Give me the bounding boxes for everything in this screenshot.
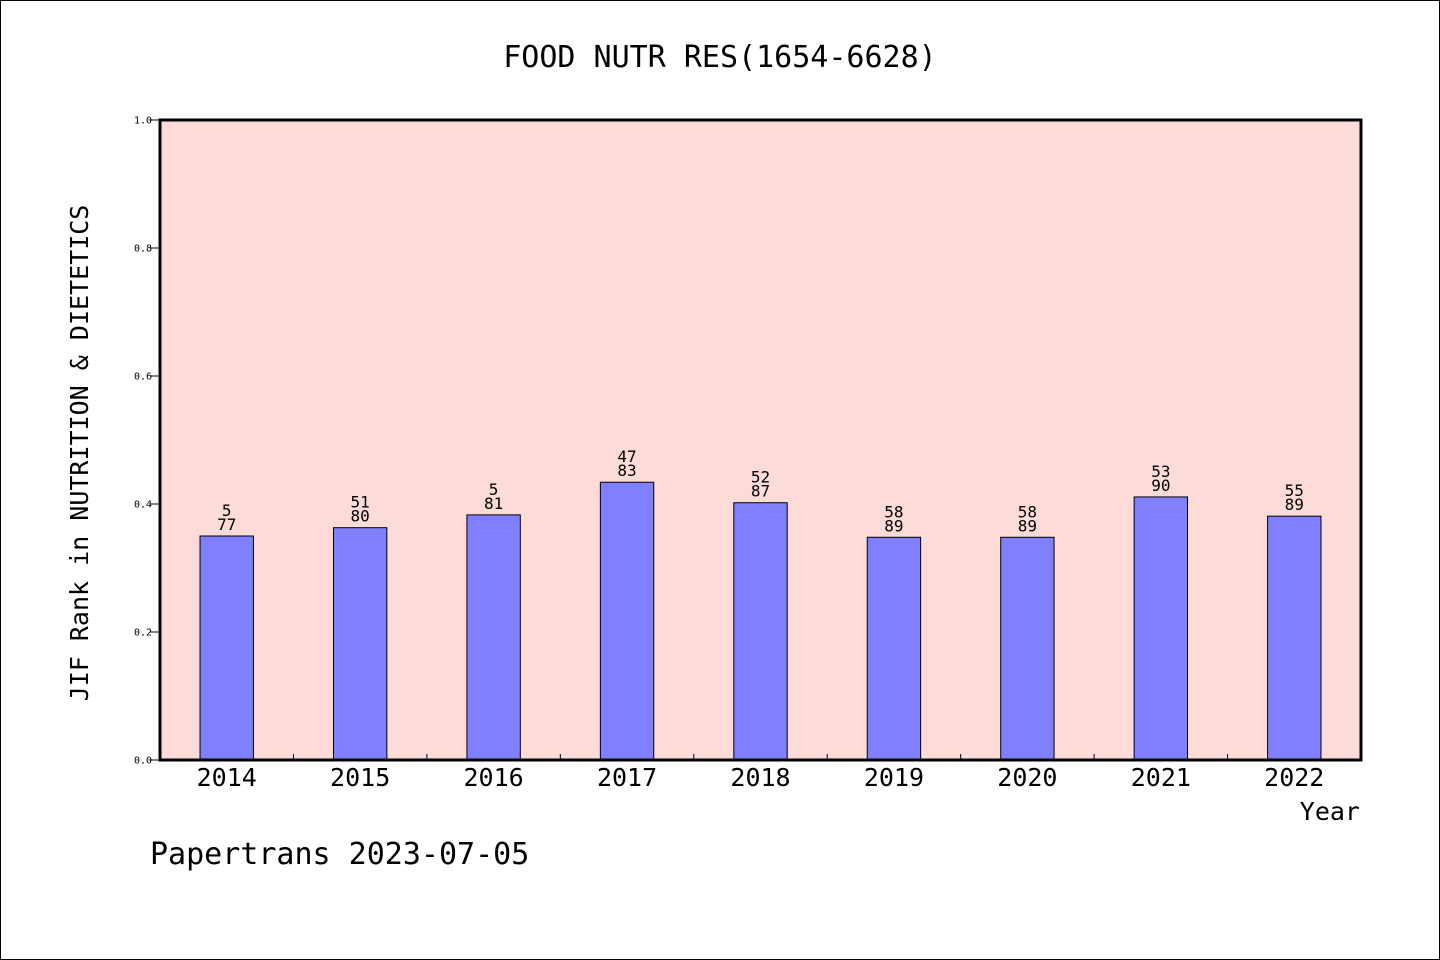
bar-label-total: 80	[351, 507, 370, 526]
bar-label-rank: 47	[617, 447, 636, 466]
x-tick-label: 2017	[597, 763, 657, 792]
bar-2019	[866, 536, 922, 761]
bar-2014	[199, 535, 254, 761]
y-tick-label: 0.2	[134, 628, 152, 639]
chart-title: FOOD NUTR RES(1654-6628)	[503, 40, 936, 75]
bar-label-total: 89	[1018, 516, 1037, 535]
y-tick-label: 1.0	[134, 116, 152, 127]
bar-label-rank: 55	[1285, 481, 1304, 500]
bar-label-rank: 5	[489, 480, 499, 499]
bar-label-total: 89	[1285, 495, 1304, 514]
bar-label-rank: 51	[351, 493, 370, 512]
x-tick-label: 2015	[330, 763, 390, 792]
bar-label-total: 83	[617, 461, 636, 480]
x-tick-label: 2018	[730, 763, 790, 792]
x-tick-label: 2020	[997, 763, 1057, 792]
x-axis-ticks: 2014 2015 2016 2017 2018 2019 2020 2021 2022	[197, 754, 1324, 792]
bar-label-rank: 53	[1151, 462, 1170, 481]
bar-label-total: 87	[751, 482, 770, 501]
bar-2015	[332, 527, 388, 761]
bar-2021	[1133, 496, 1189, 761]
x-tick-label: 2021	[1131, 763, 1191, 792]
x-tick-label: 2016	[464, 763, 524, 792]
y-axis-ticks: 0.0 0.2 0.4 0.6 0.8 1.0	[134, 116, 160, 767]
bar-2020	[1000, 536, 1055, 761]
y-tick-label: 0.4	[134, 500, 152, 511]
x-tick-label: 2014	[197, 763, 257, 792]
bar-label-rank: 58	[1018, 502, 1037, 521]
bars	[199, 481, 1322, 761]
bar-label-total: 77	[217, 515, 236, 534]
bar-2022	[1267, 515, 1322, 761]
x-tick-label: 2019	[864, 763, 924, 792]
y-tick-label: 0.8	[134, 244, 152, 255]
bar-label-total: 81	[484, 494, 503, 513]
bar-label-rank: 5	[222, 501, 232, 520]
x-tick-label: 2022	[1264, 763, 1324, 792]
bar-2016	[466, 514, 521, 761]
bar-label-total: 90	[1151, 476, 1170, 495]
footer-text: Papertrans 2023-07-05	[150, 837, 529, 872]
bar-label-rank: 58	[884, 502, 903, 521]
bar-2018	[733, 502, 788, 761]
y-tick-label: 0.6	[134, 372, 152, 383]
plot-border	[158, 118, 1363, 762]
y-axis-label: JIF Rank in NUTRITION & DIETETICS	[65, 205, 94, 702]
x-axis-label: Year	[1300, 797, 1360, 826]
bar-label-rank: 52	[751, 468, 770, 487]
bar-label-total: 89	[884, 516, 903, 535]
bar-2017	[599, 481, 655, 761]
y-tick-label: 0.0	[134, 756, 152, 767]
